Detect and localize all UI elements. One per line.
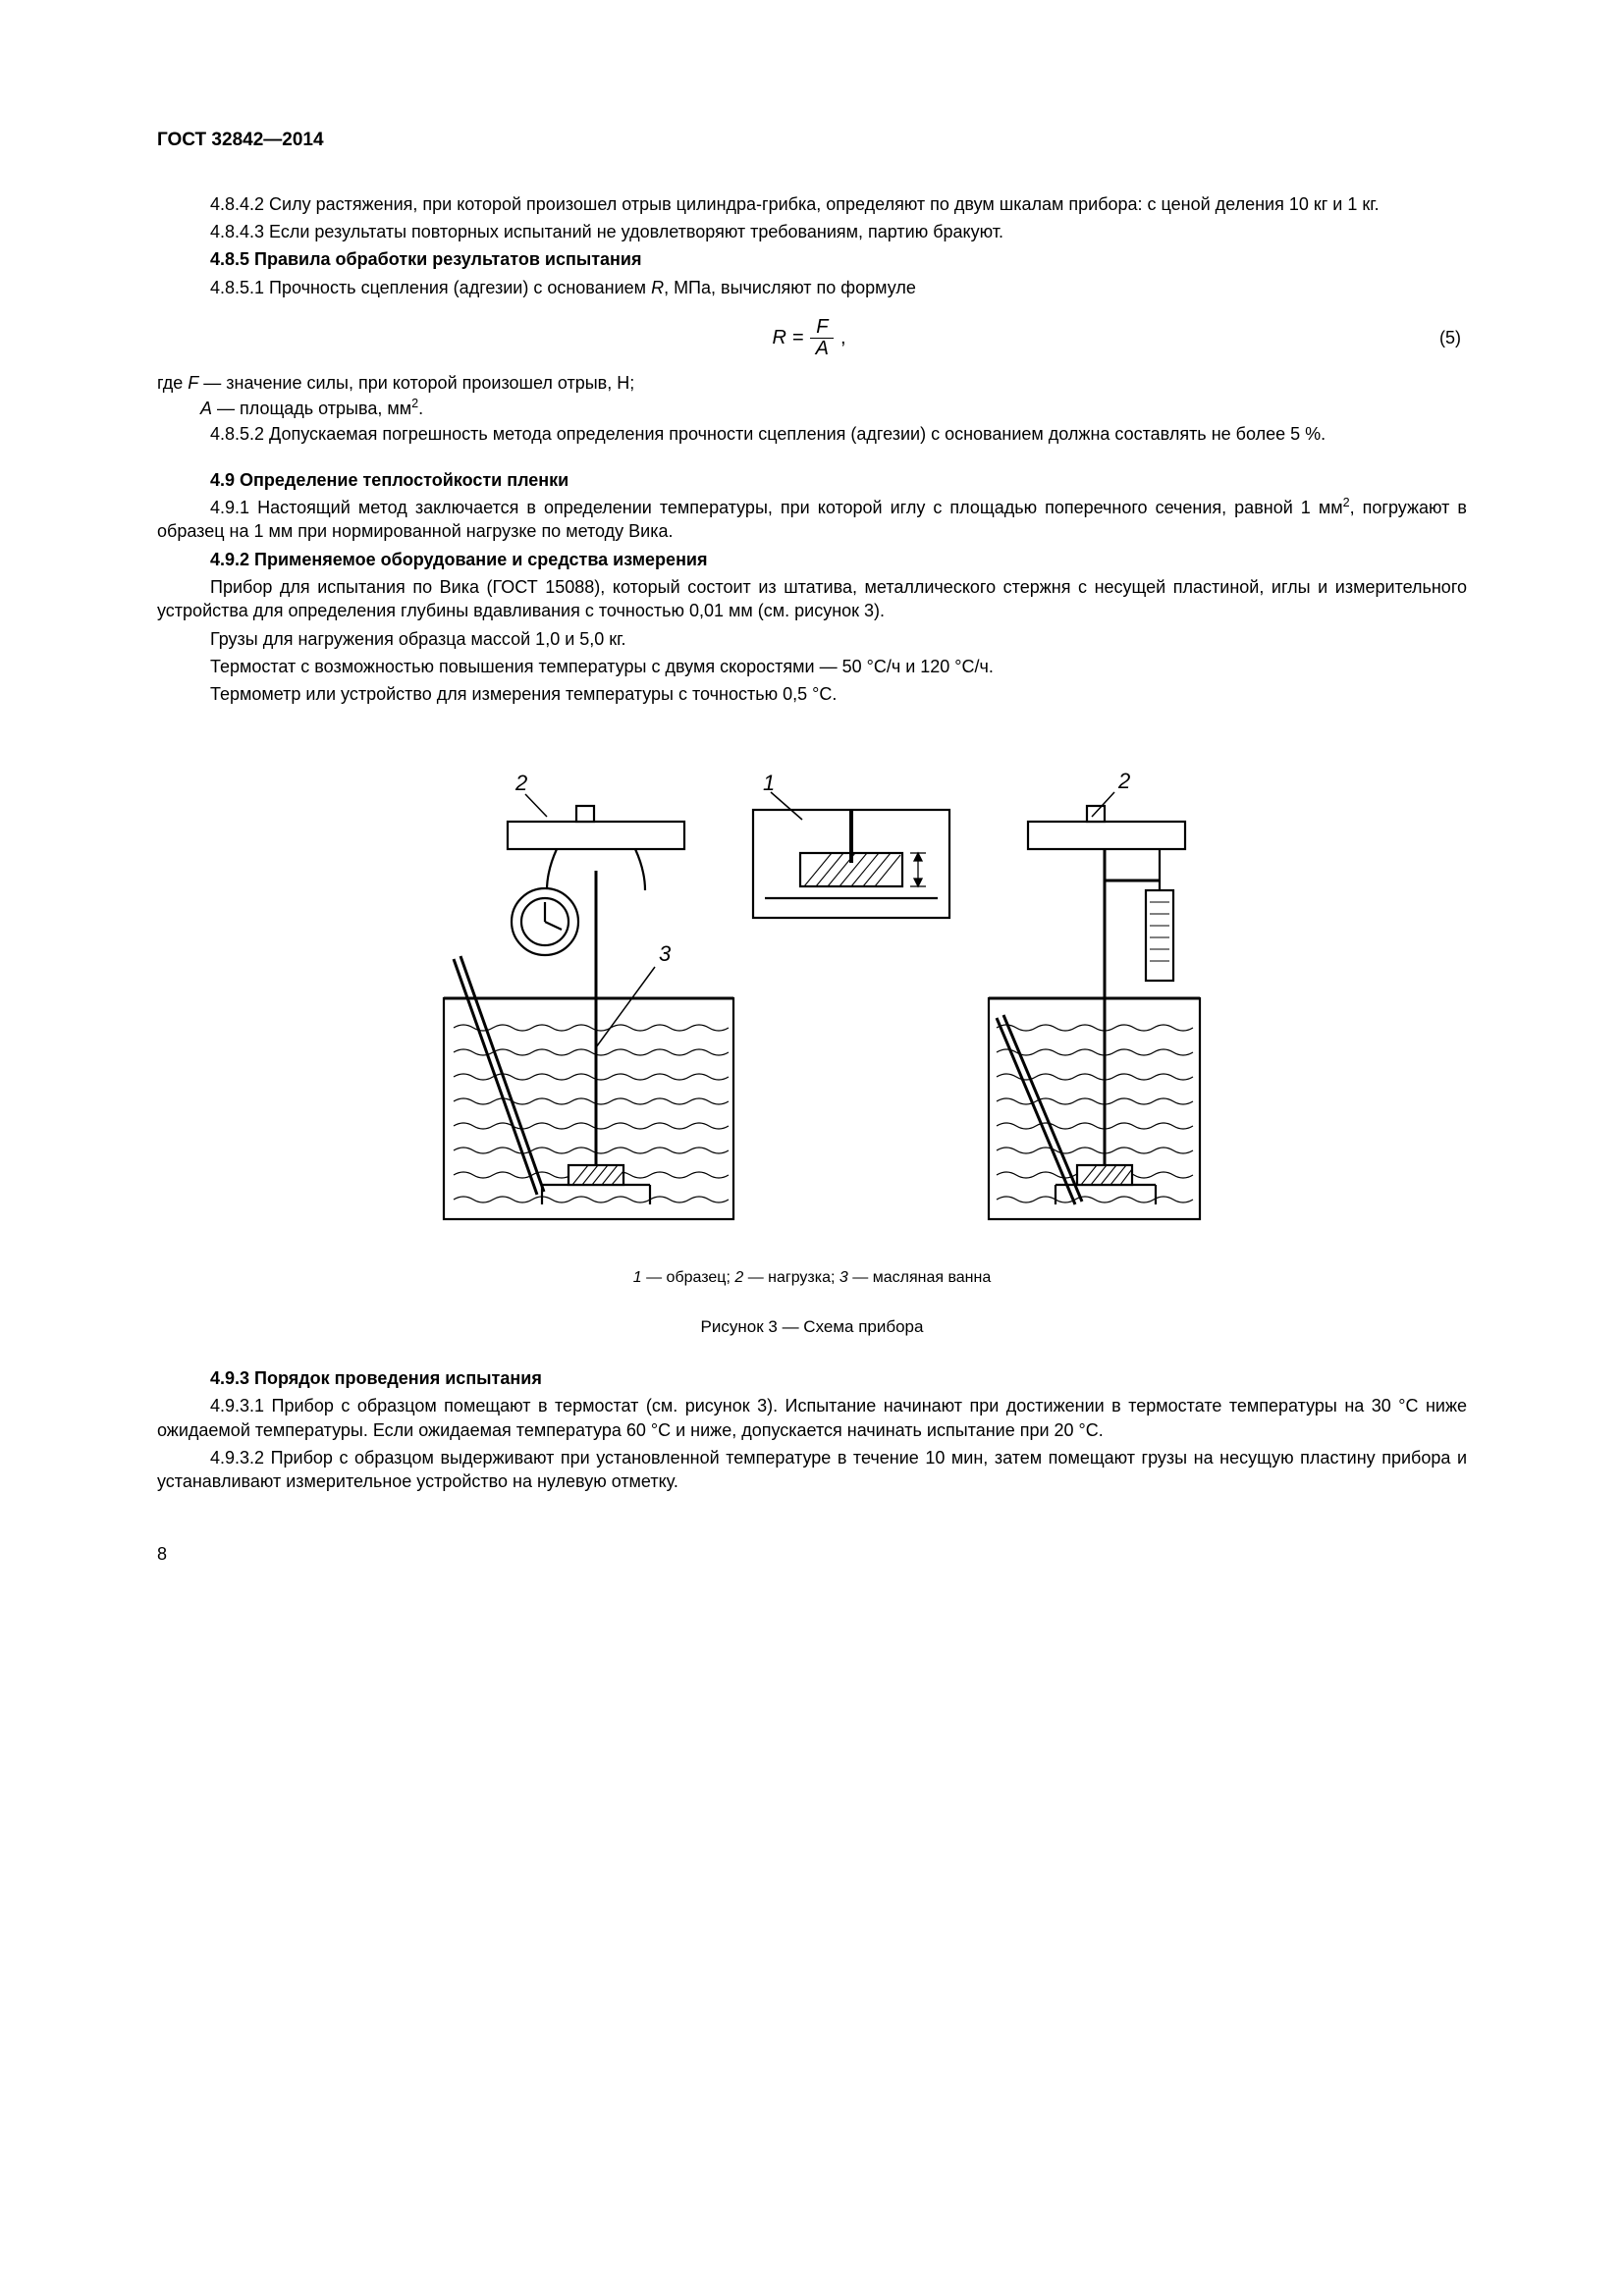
paragraph-4-9-3-2: 4.9.3.2 Прибор с образцом выдерживают пр… [157, 1446, 1467, 1494]
legend-2-text: — нагрузка; [743, 1269, 839, 1286]
paragraph-4-8-4-2: 4.8.4.2 Силу растяжения, при которой про… [157, 192, 1467, 216]
text: , МПа, вычисляют по формуле [664, 278, 916, 297]
var-F: F [188, 373, 198, 393]
text: — площадь отрыва, мм [212, 399, 411, 418]
figure-label-1: 1 [763, 771, 775, 795]
figure-svg: 1 2 2 3 [400, 733, 1224, 1244]
where-F: где F — значение силы, при которой произ… [157, 371, 1467, 395]
var-A: A [200, 399, 212, 418]
legend-1-text: — образец; [642, 1269, 735, 1286]
paragraph-4-9-2-b: Грузы для нагружения образца массой 1,0 … [157, 627, 1467, 651]
formula-fraction: F A [810, 317, 835, 359]
figure-caption: Рисунок 3 — Схема прибора [157, 1316, 1467, 1339]
paragraph-4-9-2-d: Термометр или устройство для измерения т… [157, 682, 1467, 706]
figure-label-2b: 2 [1117, 769, 1130, 793]
figure-label-3: 3 [659, 941, 672, 966]
text: 4.8.5.1 Прочность сцепления (адгезии) с … [210, 278, 651, 297]
formula-numerator: F [810, 317, 834, 339]
figure-label-2a: 2 [514, 771, 527, 795]
where-lead: где [157, 373, 188, 393]
paragraph-4-9-1: 4.9.1 Настоящий метод заключается в опре… [157, 496, 1467, 544]
formula-lhs: R [772, 325, 785, 351]
dot: . [418, 399, 423, 418]
where-A: A — площадь отрыва, мм2. [157, 397, 1467, 420]
figure-3: 1 2 2 3 1 — образец; 2 — нагрузка; 3 — м… [157, 733, 1467, 1339]
formula-number: (5) [846, 326, 1467, 349]
document-header: ГОСТ 32842—2014 [157, 128, 1467, 153]
formula-denominator: A [810, 339, 835, 359]
legend-3-num: 3 [839, 1269, 848, 1286]
heading-4-9-3: 4.9.3 Порядок проведения испытания [157, 1366, 1467, 1390]
heading-4-9: 4.9 Определение теплостойкости пленки [157, 468, 1467, 492]
legend-2-num: 2 [734, 1269, 743, 1286]
heading-4-8-5: 4.8.5 Правила обработки результатов испы… [157, 247, 1467, 271]
var-R: R [651, 278, 664, 297]
figure-legend: 1 — образец; 2 — нагрузка; 3 — масляная … [157, 1267, 1467, 1289]
heading-4-9-2: 4.9.2 Применяемое оборудование и средств… [157, 548, 1467, 571]
paragraph-4-9-2-a: Прибор для испытания по Вика (ГОСТ 15088… [157, 575, 1467, 623]
legend-1-num: 1 [633, 1269, 642, 1286]
paragraph-4-9-3-1: 4.9.3.1 Прибор с образцом помещают в тер… [157, 1394, 1467, 1442]
paragraph-4-9-2-c: Термостат с возможностью повышения темпе… [157, 655, 1467, 678]
paragraph-4-8-4-3: 4.8.4.3 Если результаты повторных испыта… [157, 220, 1467, 243]
paragraph-4-8-5-2: 4.8.5.2 Допускаемая погрешность метода о… [157, 422, 1467, 446]
sup-2: 2 [1343, 496, 1350, 509]
paragraph-4-8-5-1: 4.8.5.1 Прочность сцепления (адгезии) с … [157, 276, 1467, 299]
formula-eq: = [792, 325, 804, 351]
formula-5: R = F A , (5) [157, 317, 1467, 359]
legend-3-text: — масляная ванна [848, 1269, 991, 1286]
text: 4.9.1 Настоящий метод заключается в опре… [210, 498, 1343, 517]
text: — значение силы, при которой произошел о… [198, 373, 634, 393]
page-number: 8 [157, 1542, 1467, 1566]
